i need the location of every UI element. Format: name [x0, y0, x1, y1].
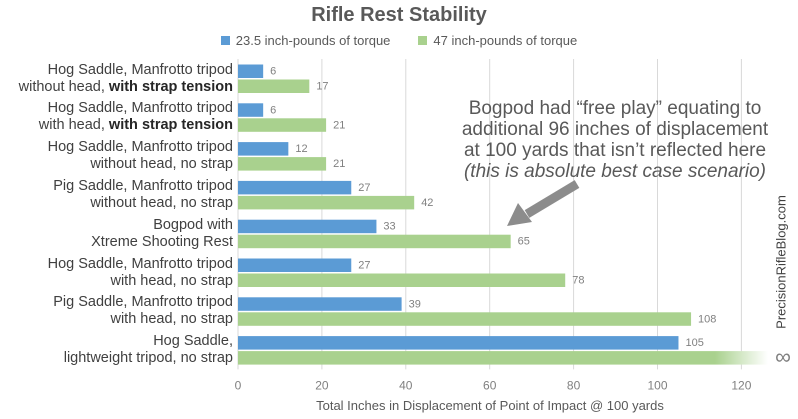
category-label-6: Hog Saddle, Manfrotto tripod with head, n… — [0, 256, 233, 290]
bar-series-2-cat-1 — [238, 79, 310, 93]
x-tick-label-20: 20 — [315, 378, 329, 392]
annotation-arrow-shaft — [524, 180, 580, 218]
data-label-series-1-cat-4: 27 — [358, 182, 370, 194]
x-tick-label-60: 60 — [483, 378, 497, 392]
bar-series-2-cat-7 — [238, 312, 692, 326]
bar-series-1-cat-1 — [238, 64, 264, 78]
category-label-line-1: Pig Saddle, Manfrotto tripod — [53, 294, 233, 311]
category-label-line-2: without head, with strap tension — [18, 78, 233, 95]
x-tick-label-100: 100 — [647, 378, 667, 392]
data-label-series-1-cat-7: 39 — [409, 298, 421, 310]
data-label-series-2-cat-1: 17 — [316, 81, 328, 93]
legend-swatch-series-2 — [418, 36, 428, 45]
data-label-series-2-cat-7: 108 — [698, 313, 716, 325]
data-label-series-1-cat-1: 6 — [270, 66, 276, 78]
legend-swatch-series-1 — [220, 36, 230, 45]
category-label-2: Hog Saddle, Manfrotto tripod with head, w… — [0, 100, 233, 134]
bar-series-2-cat-8 — [238, 351, 768, 365]
legend-label-series-2: 47 inch-pounds of torque — [433, 33, 578, 48]
legend-item-series-2: 47 inch-pounds of torque — [418, 33, 577, 48]
x-tick-label-0: 0 — [235, 378, 242, 392]
data-label-series-1-cat-8: 105 — [685, 337, 703, 349]
category-label-line-1: Hog Saddle, Manfrotto tripod — [47, 100, 233, 117]
annotation-arrow-head — [507, 203, 532, 226]
category-label-7: Pig Saddle, Manfrotto tripod with head, n… — [0, 294, 233, 328]
category-label-line-2: without head, no strap — [90, 194, 233, 211]
category-label-4: Pig Saddle, Manfrotto tripod without head… — [0, 178, 233, 212]
data-label-series-1-cat-3: 12 — [295, 143, 307, 155]
category-label-line-1: Hog Saddle, Manfrotto tripod — [47, 139, 233, 156]
legend: 23.5 inch-pounds of torque 47 inch-pound… — [0, 33, 798, 48]
annotation-line-3: at 100 yards that isn’t reflected here — [463, 140, 767, 161]
data-label-series-2-cat-5: 65 — [518, 236, 530, 248]
category-label-line-1: Pig Saddle, Manfrotto tripod — [53, 177, 233, 194]
data-label-series-1-cat-5: 33 — [383, 221, 395, 233]
category-label-line-1: Hog Saddle, Manfrotto tripod — [47, 61, 233, 78]
category-label-line-1: Bogpod with — [153, 216, 233, 233]
bar-series-1-cat-7 — [238, 297, 402, 311]
annotation-line-2: additional 96 inches of displacement — [461, 119, 769, 140]
annotation-line-italic: (this is absolute best case scenario) — [463, 161, 767, 182]
data-label-series-2-cat-4: 42 — [421, 197, 433, 209]
annotation-line-1: Bogpod had “free play” equating to — [468, 98, 762, 119]
bar-series-2-cat-6 — [238, 273, 566, 287]
category-label-line-1: Hog Saddle, — [153, 333, 233, 350]
x-axis-title: Total Inches in Displacement of Point of… — [316, 398, 664, 413]
data-label-series-1-cat-2: 6 — [270, 104, 276, 116]
category-label-line-2: without head, no strap — [90, 156, 233, 173]
category-label-5: Bogpod with Xtreme Shooting Rest — [0, 217, 233, 251]
data-label-series-2-cat-6: 78 — [572, 275, 584, 287]
category-label-3: Hog Saddle, Manfrotto tripod without head… — [0, 139, 233, 173]
category-label-line-2: with head, no strap — [110, 272, 233, 289]
bar-series-2-cat-3 — [238, 157, 327, 171]
legend-label-series-1: 23.5 inch-pounds of torque — [235, 33, 391, 48]
data-label-series-1-cat-6: 27 — [358, 260, 370, 272]
category-label-line-2: Xtreme Shooting Rest — [91, 233, 233, 250]
data-label-series-2-cat-2: 21 — [333, 119, 345, 131]
x-tick-label-120: 120 — [731, 378, 751, 392]
bar-series-1-cat-5 — [238, 219, 377, 234]
x-tick-label-40: 40 — [399, 378, 413, 392]
x-tick-label-80: 80 — [567, 378, 581, 392]
watermark: PrecisionRifleBlog.com — [773, 195, 789, 329]
category-label-line-2: with head, no strap — [110, 311, 233, 328]
category-label-line-1: Hog Saddle, Manfrotto tripod — [47, 255, 233, 272]
bar-series-1-cat-6 — [238, 258, 352, 272]
data-label-series-2-cat-3: 21 — [333, 158, 345, 170]
infinity-label: ∞ — [775, 344, 791, 369]
category-label-8: Hog Saddle, lightweight tripod, no strap — [0, 333, 233, 367]
bar-series-1-cat-8 — [238, 336, 679, 350]
chart-title: Rifle Rest Stability — [311, 4, 487, 26]
category-label-line-2: with head, with strap tension — [38, 117, 233, 134]
category-label-1: Hog Saddle, Manfrotto tripod without head… — [0, 62, 233, 96]
bar-series-2-cat-4 — [238, 195, 415, 210]
bar-series-1-cat-2 — [238, 103, 264, 117]
bar-series-1-cat-4 — [238, 180, 352, 195]
bogpod-annotation: Bogpod had “free play” equating to addit… — [440, 98, 790, 182]
category-label-line-2: lightweight tripod, no strap — [63, 350, 233, 367]
bar-series-2-cat-5 — [238, 234, 511, 249]
bar-series-1-cat-3 — [238, 142, 289, 156]
bar-series-2-cat-2 — [238, 118, 327, 132]
legend-item-series-1: 23.5 inch-pounds of torque — [220, 33, 391, 48]
